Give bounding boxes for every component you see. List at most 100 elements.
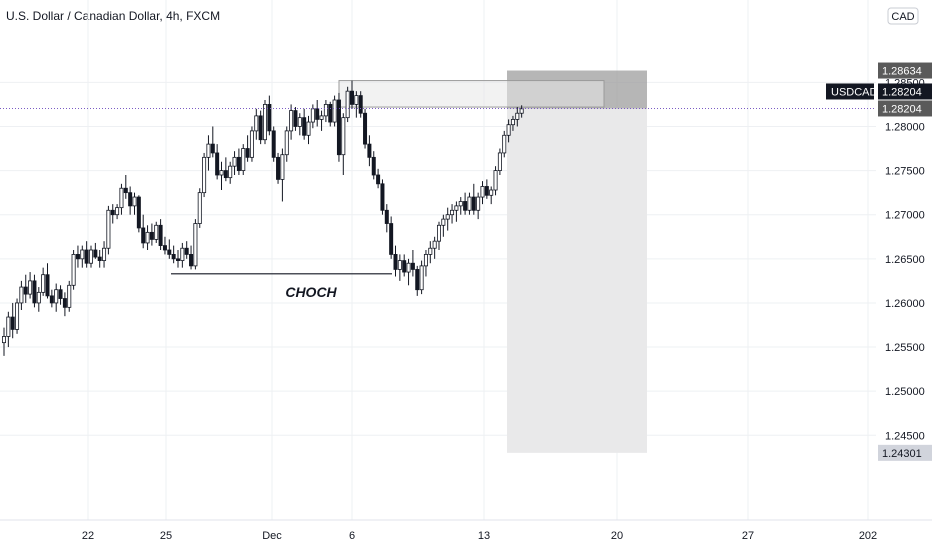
candle-body [332,99,337,123]
candle [123,175,128,199]
candle-body [363,112,368,145]
candle-body [175,258,180,261]
candle-body [406,262,411,273]
candle [371,151,376,180]
candle-body [336,99,341,156]
candle [223,157,228,182]
candle [136,195,141,233]
price-axis: 1.24500 1.25000 1.25500 1.26000 1.26500 1.270… [826,0,932,520]
candle-body [436,224,441,242]
candle-body [32,280,37,304]
candle [441,214,446,237]
candle-body [202,156,207,194]
candle [245,135,250,162]
candle [389,216,394,259]
candle-body [10,316,15,330]
candle-body [345,90,350,119]
candle [54,283,59,312]
candle [32,274,37,308]
candle-body [258,115,263,141]
candle-body [349,90,354,105]
candle [463,192,468,215]
candle [489,186,494,205]
candle-body [441,218,446,226]
candle-body [267,104,272,132]
candle [471,183,476,215]
candle [271,126,276,162]
candle-body [510,119,515,126]
target-zone [507,108,647,453]
candle [28,272,33,299]
currency-badge [887,7,919,25]
candle-body [393,254,398,270]
candle [262,100,267,145]
candle-body [106,209,111,249]
candle [119,183,124,215]
candle [284,126,289,162]
candle-body [223,170,228,179]
candle-body [189,254,194,267]
stop-price-badge-bg [878,62,932,79]
candle-body [484,186,489,196]
candle [197,188,202,228]
candle [297,113,302,136]
candle [162,236,167,255]
currency-badge-text: CAD [891,11,914,23]
candle [102,241,107,268]
candle-body [145,231,150,244]
choch-label: CHOCH [285,284,337,300]
candle-body [97,256,102,261]
candle [354,91,359,118]
candle [376,168,381,189]
time-axis: 22 25 Dec 6 13 20 27 202 [0,519,932,542]
candle [106,205,111,255]
candle-body [410,262,415,270]
candle [432,236,437,259]
candle [267,95,272,136]
candle-body [319,115,324,120]
candle-body [6,316,11,337]
candle-body [75,254,80,260]
candle [406,258,411,286]
candle-body [450,209,455,216]
candle [480,181,485,205]
candle [419,260,424,295]
candle-body [123,187,128,194]
candle-body [284,130,289,156]
candle [445,207,450,231]
position-zones [338,70,647,453]
symbol-price-bg [878,83,932,100]
candle-body [19,286,24,304]
candle-body [215,152,220,176]
candle [219,161,224,190]
candle-body [2,336,7,344]
candle [515,107,520,127]
candle-body [110,209,115,216]
candle [484,179,489,199]
candle-body [228,165,233,179]
candlestick-series [2,80,524,356]
candle-body [62,298,67,308]
candle [75,245,80,268]
candle [467,192,472,215]
candle-body [293,110,298,127]
target-price-badge-bg [878,444,932,461]
candle-body [58,289,63,299]
candle [80,245,85,268]
candle [502,130,507,158]
candle [423,250,428,277]
candle [506,119,511,143]
candle [193,219,198,270]
candle-body [36,291,41,304]
candle [15,298,20,334]
candle-body [184,247,189,255]
candle [167,239,172,259]
candle-body [419,265,424,291]
candle [10,302,15,339]
candle-body [102,247,107,261]
candle-body [376,174,381,185]
candle [71,250,76,290]
candle [180,242,185,268]
time-tick-label: 202 [859,530,877,542]
